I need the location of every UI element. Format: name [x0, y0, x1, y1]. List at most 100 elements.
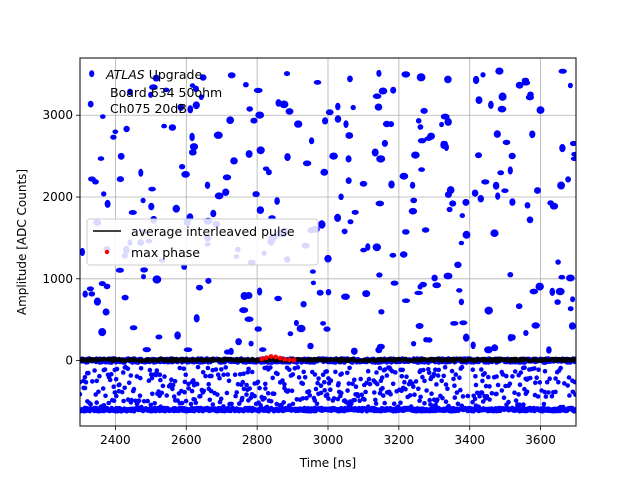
data-point: [367, 381, 373, 387]
data-point: [378, 309, 385, 315]
data-point: [274, 295, 282, 302]
x-axis-label: Time [ns]: [299, 456, 356, 470]
data-point: [102, 367, 108, 372]
x-tick-label: 3200: [384, 433, 415, 447]
data-point: [475, 152, 482, 159]
data-point: [462, 333, 470, 342]
data-point: [566, 375, 572, 380]
data-point: [246, 106, 253, 112]
data-point: [459, 213, 465, 219]
data-point: [189, 143, 199, 151]
data-point: [566, 274, 575, 282]
data-point: [573, 392, 576, 397]
data-point: [493, 130, 501, 138]
data-point: [390, 381, 396, 387]
data-point: [241, 371, 246, 377]
data-point: [375, 200, 385, 207]
data-point: [345, 132, 354, 139]
data-point: [140, 267, 149, 273]
data-point: [421, 367, 426, 373]
data-point: [187, 105, 194, 114]
y-axis-label: Amplitude [ADC Counts]: [15, 169, 29, 315]
data-point: [246, 366, 251, 372]
data-point: [443, 272, 453, 280]
data-point: [412, 392, 417, 398]
max-phase-point: [259, 356, 265, 362]
data-point: [92, 368, 97, 373]
data-point: [125, 366, 131, 372]
data-point: [249, 369, 255, 375]
data-point: [208, 388, 214, 394]
annotation-line-2: Board 634 50ohm: [110, 85, 222, 100]
data-point: [554, 299, 561, 305]
data-point: [282, 382, 287, 387]
data-point: [407, 393, 413, 398]
data-point: [352, 377, 357, 383]
data-point: [214, 192, 224, 200]
data-point: [293, 319, 299, 327]
data-point: [138, 168, 144, 177]
data-point: [515, 81, 524, 89]
data-point: [223, 365, 228, 370]
data-point: [413, 379, 419, 384]
axis-ticks: 2400 2600 2800 3000 3200 3400 3600 0 1000 2000 300…: [42, 108, 555, 447]
data-point: [287, 367, 292, 373]
data-point: [421, 227, 430, 233]
data-point: [198, 94, 204, 100]
data-point: [484, 394, 490, 399]
data-point: [440, 395, 445, 401]
data-point: [433, 367, 438, 373]
data-point: [417, 138, 427, 144]
data-point: [255, 379, 261, 385]
data-point: [388, 392, 393, 397]
data-point: [103, 393, 108, 399]
data-point: [198, 394, 203, 399]
data-point: [347, 365, 352, 371]
data-point: [391, 401, 397, 407]
data-point: [424, 136, 433, 141]
data-point: [417, 398, 422, 404]
data-point: [458, 387, 463, 393]
data-point: [380, 385, 385, 391]
data-point: [129, 325, 138, 331]
data-point: [210, 209, 217, 218]
data-point: [122, 385, 127, 391]
data-point: [402, 229, 410, 235]
data-point: [347, 75, 353, 83]
data-point: [470, 399, 475, 405]
data-point: [479, 390, 485, 396]
data-point: [547, 376, 552, 382]
data-point: [441, 373, 447, 379]
data-point: [189, 388, 195, 394]
data-point: [101, 403, 107, 408]
legend-label-average: average interleaved pulse: [131, 224, 295, 239]
data-point: [120, 370, 126, 375]
data-point: [168, 124, 177, 131]
data-point: [254, 326, 262, 332]
data-point: [557, 181, 565, 190]
data-point: [559, 144, 566, 153]
data-point: [460, 394, 466, 399]
data-point: [263, 386, 268, 391]
data-point: [435, 397, 440, 402]
data-point: [322, 388, 328, 393]
data-point: [115, 267, 124, 273]
data-point: [239, 307, 249, 314]
data-point: [290, 401, 296, 407]
data-point: [138, 366, 144, 371]
data-point: [521, 402, 526, 407]
data-point: [313, 386, 319, 392]
data-point: [252, 191, 260, 198]
legend-box: [86, 218, 319, 266]
data-point: [521, 80, 531, 86]
data-point: [262, 395, 267, 401]
data-point: [487, 384, 492, 389]
data-point: [570, 156, 576, 162]
data-point: [263, 381, 268, 387]
data-point: [449, 200, 457, 207]
data-point: [284, 153, 291, 162]
data-point: [152, 401, 157, 406]
data-point: [161, 123, 168, 129]
data-point: [480, 378, 485, 384]
data-point: [416, 73, 426, 82]
